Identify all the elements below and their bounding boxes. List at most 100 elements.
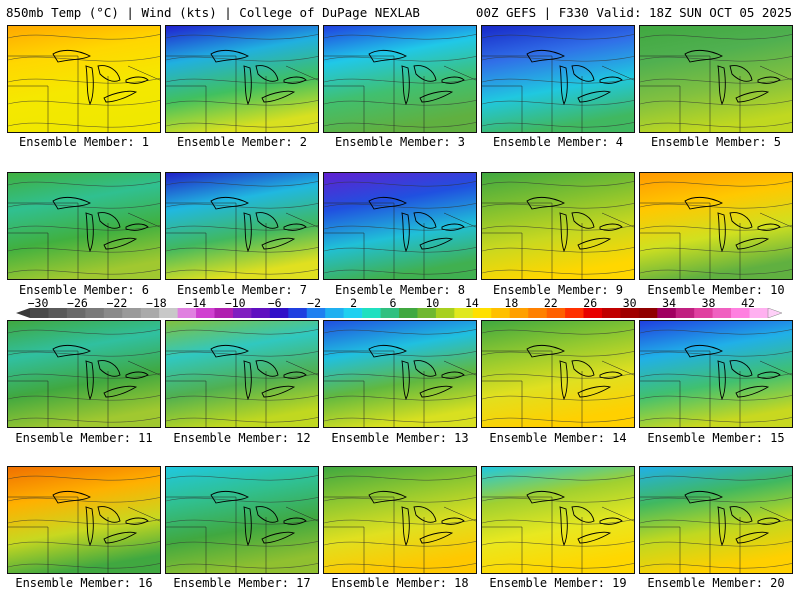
colorbar-tick-label: 10 [425,296,440,310]
colorbar-tick-label: 2 [350,296,358,310]
ensemble-member-map [481,172,635,280]
colorbar-tick-label: 14 [464,296,479,310]
ensemble-member-map [7,172,161,280]
ensemble-member-label: Ensemble Member: 19 [489,576,627,590]
colorbar-swatch [140,308,160,318]
colorbar-swatch [749,308,769,318]
ensemble-member-label: Ensemble Member: 12 [173,431,311,445]
ensemble-member-map [323,25,477,133]
ensemble-member-label: Ensemble Member: 2 [176,135,308,149]
colorbar-swatch [214,308,234,318]
ensemble-member-map [323,466,477,574]
colorbar-swatch [85,308,105,318]
ensemble-member-map [7,466,161,574]
colorbar-swatch [638,308,658,318]
colorbar-swatch [601,308,621,318]
ensemble-member-map [639,466,793,574]
ensemble-member-label: Ensemble Member: 4 [492,135,624,149]
colorbar-swatch [657,308,677,318]
colorbar-labels: −30 −26 −22 −18 −14 −10 −6 −2 2 6 10 14 18 22 26 30 34 38… [0,296,800,310]
ensemble-member-map [639,320,793,428]
colorbar-swatch [583,308,603,318]
colorbar-swatch [435,308,455,318]
colorbar-tick-label: −30 [27,296,49,310]
ensemble-member-map [481,466,635,574]
ensemble-member-map [165,25,319,133]
ensemble-member-map [639,25,793,133]
colorbar-swatch [48,308,68,318]
ensemble-member-label: Ensemble Member: 9 [492,283,624,297]
colorbar-swatch [380,308,400,318]
ensemble-member-label: Ensemble Member: 10 [647,283,785,297]
colorbar-swatch [417,308,437,318]
colorbar-swatch [288,308,308,318]
colorbar-swatch [343,308,363,318]
colorbar-tick-label: 30 [622,296,637,310]
colorbar-swatch [546,308,566,318]
ensemble-member-map [481,320,635,428]
colorbar-swatch [122,308,141,318]
colorbar-swatch [103,308,123,318]
colorbar-swatch [251,308,271,318]
colorbar-min-arrow [16,308,30,318]
colorbar-tick-label: −2 [307,296,322,310]
ensemble-member-label: Ensemble Member: 8 [334,283,466,297]
ensemble-member-label: Ensemble Member: 14 [489,431,627,445]
colorbar-swatch [159,308,178,318]
ensemble-member-label: Ensemble Member: 3 [334,135,466,149]
colorbar-tick-label: −22 [106,296,128,310]
colorbar-swatch [66,308,86,318]
ensemble-member-map [7,320,161,428]
ensemble-member-map [323,320,477,428]
ensemble-member-label: Ensemble Member: 18 [331,576,469,590]
ensemble-member-label: Ensemble Member: 11 [15,431,153,445]
colorbar-swatch [712,308,732,318]
colorbar-tick-label: −6 [267,296,282,310]
colorbar-swatch [454,308,474,318]
colorbar-swatch [620,308,640,318]
ensemble-member-label: Ensemble Member: 16 [15,576,153,590]
colorbar-swatch [694,308,713,318]
colorbar-tick-label: 6 [389,296,397,310]
colorbar-tick-label: 22 [543,296,558,310]
colorbar-swatch [177,308,197,318]
colorbar-swatch [196,308,215,318]
colorbar-swatch [565,308,584,318]
chart-header-valid-time: 00Z GEFS | F330 Valid: 18Z SUN OCT 05 20… [475,5,792,20]
temperature-colorbar [16,308,783,318]
colorbar-swatch [306,308,326,318]
colorbar-tick-label: 26 [583,296,598,310]
ensemble-member-map [481,25,635,133]
colorbar-swatch [491,308,510,318]
ensemble-member-label: Ensemble Member: 1 [18,135,150,149]
ensemble-member-label: Ensemble Member: 6 [18,283,150,297]
colorbar-tick-label: 34 [662,296,677,310]
colorbar-swatch [528,308,547,318]
colorbar-tick-label: −18 [145,296,167,310]
ensemble-member-label: Ensemble Member: 13 [331,431,469,445]
ensemble-member-map [165,172,319,280]
colorbar-swatch [399,308,418,318]
colorbar-tick-label: −14 [185,296,207,310]
ensemble-member-label: Ensemble Member: 7 [176,283,308,297]
ensemble-member-label: Ensemble Member: 15 [647,431,785,445]
ensemble-member-label: Ensemble Member: 20 [647,576,785,590]
colorbar-swatch [325,308,344,318]
ensemble-member-label: Ensemble Member: 5 [650,135,782,149]
ensemble-member-map [165,466,319,574]
ensemble-member-map [323,172,477,280]
colorbar-tick-label: 42 [741,296,755,310]
colorbar-max-arrow [767,308,783,318]
ensemble-member-label: Ensemble Member: 17 [173,576,311,590]
colorbar-swatch [675,308,695,318]
colorbar-swatch [269,308,289,318]
ensemble-member-map [639,172,793,280]
chart-header-title: 850mb Temp (°C) | Wind (kts) | College o… [6,5,420,20]
colorbar-swatch [232,308,252,318]
colorbar-swatch [509,308,529,318]
colorbar-tick-label: 38 [701,296,716,310]
colorbar-tick-label: −26 [67,296,88,310]
ensemble-member-map [7,25,161,133]
colorbar-tick-label: −10 [224,296,246,310]
colorbar-tick-label: 18 [504,296,519,310]
